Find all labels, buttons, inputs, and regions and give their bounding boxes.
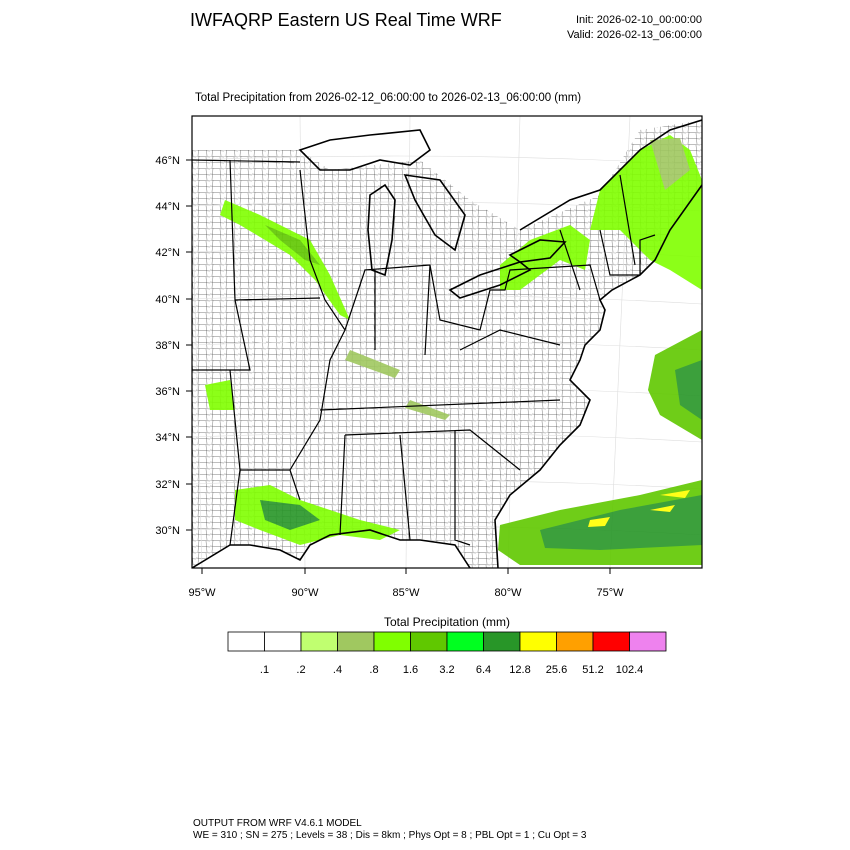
color-box: [410, 631, 448, 652]
lat-label: 38°N: [155, 340, 180, 352]
lat-label: 32°N: [155, 479, 180, 491]
color-box: [483, 631, 521, 652]
color-box: [264, 631, 302, 652]
colorbar-label: .8: [369, 664, 378, 676]
lat-label: 36°N: [155, 386, 180, 398]
colorbar: .1 .2 .4 .8 1.6 3.2 6.4 12.8 25.6 51.2 102.4: [227, 631, 667, 676]
color-box: [373, 631, 411, 652]
lon-label: 95°W: [188, 587, 216, 599]
axes: 46°N 44°N 42°N 40°N 38°N 36°N 34°N 32°N 30°N 95°W…: [155, 155, 624, 599]
color-box: [556, 631, 594, 652]
subtitle: Total Precipitation from 2026-02-12_06:0…: [195, 92, 581, 104]
valid-time: Valid: 2026-02-13_06:00:00: [567, 29, 702, 41]
lon-label: 75°W: [596, 587, 624, 599]
colorbar-label: 12.8: [509, 664, 530, 676]
lat-label: 40°N: [155, 294, 180, 306]
color-box: [227, 631, 265, 652]
color-box: [519, 631, 557, 652]
colorbar-label: .1: [260, 664, 269, 676]
lat-label: 44°N: [155, 201, 180, 213]
color-box: [300, 631, 338, 652]
color-box: [337, 631, 375, 652]
colorbar-label: 6.4: [476, 664, 491, 676]
lat-label: 46°N: [155, 155, 180, 167]
color-box: [592, 631, 630, 652]
init-time: Init: 2026-02-10_00:00:00: [576, 14, 702, 26]
lon-label: 90°W: [291, 587, 319, 599]
colorbar-title: Total Precipitation (mm): [384, 615, 510, 629]
colorbar-label: 1.6: [403, 664, 418, 676]
title: IWFAQRP Eastern US Real Time WRF: [190, 10, 502, 30]
colorbar-label: .4: [333, 664, 342, 676]
footer-line: WE = 310 ; SN = 275 ; Levels = 38 ; Dis …: [193, 830, 587, 841]
colorbar-label: 102.4: [616, 664, 644, 676]
lon-label: 85°W: [392, 587, 420, 599]
color-box: [629, 631, 667, 652]
footer-line: OUTPUT FROM WRF V4.6.1 MODEL: [193, 818, 362, 829]
lat-label: 42°N: [155, 247, 180, 259]
map-area: [192, 116, 702, 568]
map-frame: [191, 115, 703, 569]
colorbar-label: 51.2: [582, 664, 603, 676]
colorbar-label: 25.6: [546, 664, 567, 676]
colorbar-label: 3.2: [439, 664, 454, 676]
lat-label: 30°N: [155, 525, 180, 537]
lat-label: 34°N: [155, 432, 180, 444]
lon-label: 80°W: [494, 587, 522, 599]
colorbar-label: .2: [296, 664, 305, 676]
color-box: [446, 631, 484, 652]
